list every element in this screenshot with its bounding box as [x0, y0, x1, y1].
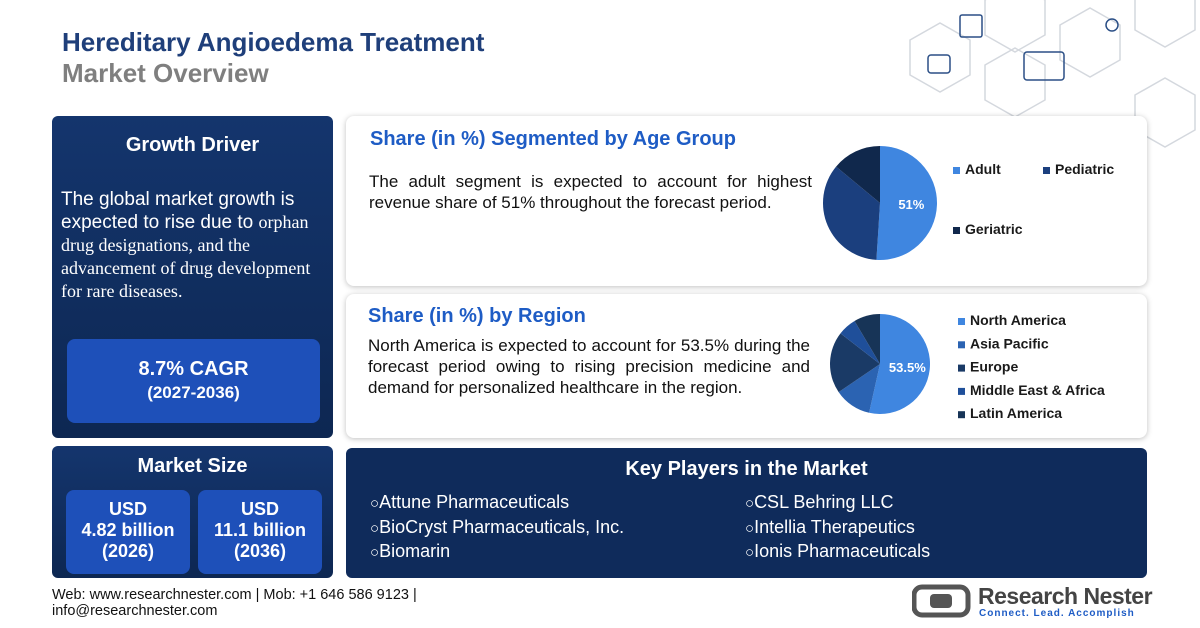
market-size-title: Market Size: [137, 455, 248, 477]
player: ○CSL Behring LLC: [745, 492, 893, 513]
size-year: (2036): [233, 541, 287, 561]
growth-text-sans: The global market growth is expected to …: [61, 189, 295, 233]
player-name: Biomarin: [379, 541, 451, 561]
player: ○BioCryst Pharmaceuticals, Inc.: [370, 517, 624, 538]
currency: USD: [108, 499, 147, 519]
cagr: 8.7% CAGR: [138, 358, 249, 380]
currency: USD: [240, 499, 279, 519]
size-value: 11.1 billion: [213, 520, 307, 540]
player: ○Ionis Pharmaceuticals: [745, 541, 930, 562]
age-text: The adult segment is expected to account…: [369, 172, 812, 212]
footer-email: info@researchnester.com: [52, 603, 218, 619]
size-box: USD 11.1 billion (2036): [198, 490, 322, 574]
region-card: [346, 294, 1147, 438]
subtitle: Market Overview: [62, 58, 269, 88]
bullet-icon: ○: [370, 495, 380, 512]
player-name: Intellia Therapeutics: [754, 516, 915, 537]
region-text: North America is expected to account for…: [368, 336, 810, 397]
title: Hereditary Angioedema Treatment: [62, 27, 485, 57]
player-name: Ionis Pharmaceuticals: [754, 541, 931, 561]
growth-title: Growth Driver: [125, 134, 260, 156]
logo-icon: [912, 584, 971, 618]
growth-text: The global market growth is expected to …: [61, 188, 327, 303]
logo-tagline: Connect. Lead. Accomplish: [979, 608, 1135, 619]
logo-name: Research Nester: [978, 583, 1153, 609]
player-name: Attune Pharmaceuticals: [379, 492, 570, 512]
footer-web: Web: www.researchnester.com: [52, 587, 252, 603]
player-name: BioCryst Pharmaceuticals, Inc.: [379, 516, 625, 537]
bullet-icon: ○: [370, 519, 380, 537]
region-title: Share (in %) by Region: [368, 305, 586, 327]
age-card: [346, 116, 1147, 286]
age-title: Share (in %) Segmented by Age Group: [370, 128, 736, 150]
player-name: CSL Behring LLC: [754, 492, 894, 512]
player: ○Intellia Therapeutics: [745, 517, 915, 538]
bullet-icon: ○: [370, 544, 380, 561]
bullet-icon: ○: [745, 495, 755, 512]
growth-text-serif: orphan drug designations, and the advanc…: [61, 212, 311, 301]
cagr-box: 8.7% CAGR (2027-2036): [67, 339, 320, 423]
footer-line: Web: www.researchnester.com | Mob: +1 64…: [52, 587, 417, 603]
cagr-period: (2027-2036): [147, 383, 240, 402]
bullet-icon: ○: [745, 519, 755, 537]
bullet-icon: ○: [745, 544, 755, 561]
players-panel: [346, 448, 1147, 578]
size-year: (2026): [101, 541, 155, 561]
player: ○Attune Pharmaceuticals: [370, 492, 569, 513]
players-title: Key Players in the Market: [625, 458, 868, 480]
player: ○Biomarin: [370, 541, 450, 562]
size-value: 4.82 billion: [81, 520, 175, 540]
size-box: USD 4.82 billion (2026): [66, 490, 190, 574]
footer-mob: | Mob: +1 646 586 9123 |: [255, 587, 417, 603]
